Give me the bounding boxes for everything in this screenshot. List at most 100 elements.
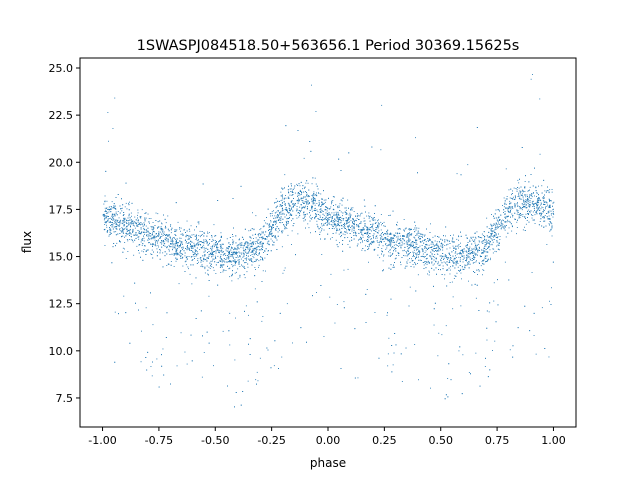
data-point bbox=[508, 279, 510, 281]
data-point bbox=[124, 242, 126, 243]
data-point bbox=[177, 246, 179, 248]
data-point bbox=[236, 261, 237, 262]
data-point bbox=[505, 226, 506, 228]
data-point bbox=[135, 302, 136, 304]
data-point bbox=[168, 235, 170, 236]
data-point bbox=[391, 247, 392, 249]
data-point bbox=[239, 255, 241, 256]
data-point bbox=[255, 260, 256, 262]
data-point bbox=[175, 242, 177, 244]
data-point bbox=[359, 223, 360, 225]
data-point bbox=[383, 233, 384, 235]
data-point bbox=[424, 239, 426, 240]
data-point bbox=[479, 255, 481, 257]
data-point bbox=[210, 260, 212, 262]
data-point bbox=[300, 181, 302, 183]
data-point bbox=[298, 210, 300, 211]
data-point bbox=[348, 218, 349, 220]
data-point bbox=[156, 358, 158, 360]
data-point bbox=[336, 304, 338, 305]
data-point bbox=[270, 238, 272, 240]
data-point bbox=[538, 185, 539, 187]
data-point bbox=[415, 264, 417, 266]
data-point bbox=[371, 226, 373, 228]
data-point bbox=[461, 393, 463, 395]
data-point bbox=[232, 254, 234, 256]
data-point bbox=[124, 217, 126, 219]
data-point bbox=[250, 246, 252, 248]
data-point bbox=[489, 236, 490, 237]
data-point bbox=[321, 230, 322, 232]
data-point bbox=[313, 194, 315, 196]
data-point bbox=[284, 187, 285, 189]
data-point bbox=[119, 241, 120, 242]
data-point bbox=[548, 218, 549, 220]
data-point bbox=[251, 243, 253, 245]
data-point bbox=[109, 228, 111, 230]
data-point bbox=[525, 218, 526, 219]
data-point bbox=[143, 229, 145, 230]
data-point bbox=[467, 237, 468, 239]
data-point bbox=[213, 365, 214, 367]
data-point bbox=[255, 251, 257, 252]
data-point bbox=[433, 263, 435, 265]
data-point bbox=[522, 214, 524, 215]
data-point bbox=[532, 215, 534, 216]
data-point bbox=[505, 168, 507, 170]
data-point bbox=[390, 237, 392, 238]
data-point bbox=[220, 254, 222, 255]
data-point bbox=[503, 206, 505, 208]
data-point bbox=[159, 242, 161, 244]
data-point bbox=[175, 251, 177, 253]
data-point bbox=[291, 220, 292, 222]
data-point bbox=[363, 228, 365, 230]
data-point bbox=[154, 239, 156, 241]
data-point bbox=[190, 225, 192, 227]
data-point bbox=[403, 219, 405, 220]
data-point bbox=[343, 301, 345, 303]
data-point bbox=[299, 194, 301, 196]
data-point bbox=[179, 240, 180, 242]
data-point bbox=[123, 217, 125, 219]
data-point bbox=[286, 303, 288, 305]
data-point bbox=[324, 218, 326, 220]
data-point bbox=[175, 248, 177, 250]
data-point bbox=[140, 233, 142, 235]
data-point bbox=[320, 208, 322, 210]
data-point bbox=[316, 192, 317, 194]
data-point bbox=[335, 226, 337, 228]
data-point bbox=[268, 235, 270, 237]
data-point bbox=[104, 224, 106, 225]
data-point bbox=[390, 240, 392, 242]
data-point bbox=[388, 255, 390, 257]
data-point bbox=[507, 208, 509, 210]
data-point bbox=[162, 229, 164, 231]
data-point bbox=[430, 247, 432, 248]
data-point bbox=[284, 204, 286, 206]
data-point bbox=[490, 229, 492, 231]
data-point bbox=[188, 256, 190, 257]
data-point bbox=[216, 243, 218, 245]
data-point bbox=[521, 189, 523, 191]
data-point bbox=[315, 183, 317, 185]
data-point bbox=[198, 221, 200, 223]
data-point bbox=[395, 255, 397, 256]
data-point bbox=[355, 219, 356, 221]
data-point bbox=[193, 251, 195, 253]
data-point bbox=[172, 237, 173, 239]
data-point bbox=[126, 223, 128, 224]
data-point bbox=[375, 237, 377, 239]
data-point bbox=[468, 256, 469, 258]
data-point bbox=[321, 202, 323, 204]
data-point bbox=[337, 218, 339, 220]
data-point bbox=[260, 249, 262, 251]
data-point bbox=[370, 242, 372, 244]
data-point bbox=[222, 266, 223, 268]
data-point bbox=[368, 247, 370, 249]
data-point bbox=[197, 260, 199, 261]
data-point bbox=[293, 205, 294, 207]
data-point bbox=[112, 128, 114, 129]
data-point bbox=[191, 360, 193, 362]
data-point bbox=[407, 254, 409, 256]
data-point bbox=[368, 217, 370, 219]
